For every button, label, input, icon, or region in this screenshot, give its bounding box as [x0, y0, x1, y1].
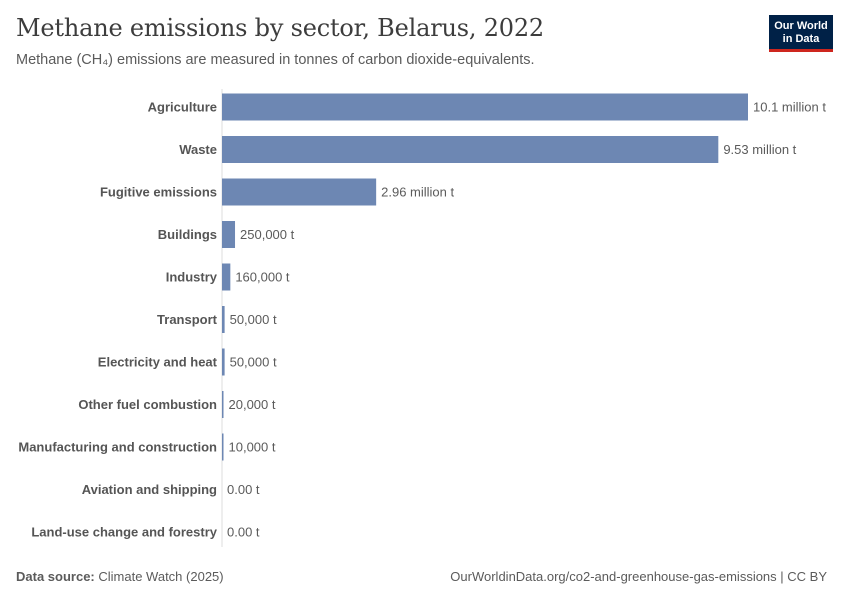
category-label: Waste [179, 142, 217, 157]
value-label: 9.53 million t [723, 142, 796, 157]
bar[interactable] [222, 93, 748, 121]
bar-chart: Agriculture 10.1 million t Waste 9.53 milli… [18, 89, 826, 547]
bar[interactable] [222, 391, 224, 418]
value-label: 250,000 t [240, 227, 295, 242]
category-label: Fugitive emissions [100, 185, 217, 200]
bar[interactable] [222, 178, 377, 206]
value-label: 10,000 t [229, 440, 276, 455]
category-label: Electricity and heat [98, 355, 218, 370]
logo-line-2: in Data [782, 33, 820, 45]
category-label: Aviation and shipping [82, 482, 217, 497]
data-source: Data source: Climate Watch (2025) [16, 569, 224, 584]
category-label: Industry [166, 270, 218, 285]
value-label: 0.00 t [227, 525, 260, 540]
category-label: Manufacturing and construction [18, 440, 217, 455]
bar[interactable] [222, 263, 231, 291]
value-label: 50,000 t [230, 355, 277, 370]
category-label: Transport [157, 312, 218, 327]
category-label: Other fuel combustion [78, 397, 217, 412]
bar[interactable] [222, 433, 224, 461]
category-label: Agriculture [148, 100, 217, 115]
source-url[interactable]: OurWorldinData.org/co2-and-greenhouse-ga… [450, 569, 827, 584]
bar[interactable] [222, 348, 225, 376]
chart-title: Methane emissions by sector, Belarus, 20… [16, 14, 544, 42]
value-label: 0.00 t [227, 482, 260, 497]
bar[interactable] [222, 136, 719, 163]
data-source-value[interactable]: Climate Watch (2025) [98, 569, 224, 584]
data-source-label: Data source: [16, 569, 95, 584]
bar[interactable] [222, 221, 236, 248]
owid-logo[interactable]: Our World in Data [769, 15, 833, 52]
category-label: Land-use change and forestry [31, 525, 217, 540]
value-label: 160,000 t [235, 270, 290, 285]
value-label: 2.96 million t [381, 185, 454, 200]
value-label: 10.1 million t [753, 100, 826, 115]
bar[interactable] [222, 306, 225, 333]
category-label: Buildings [158, 227, 217, 242]
value-label: 50,000 t [230, 312, 277, 327]
logo-line-1: Our World [774, 20, 828, 32]
value-label: 20,000 t [229, 397, 276, 412]
chart-subtitle: Methane (CH₄) emissions are measured in … [16, 52, 535, 68]
